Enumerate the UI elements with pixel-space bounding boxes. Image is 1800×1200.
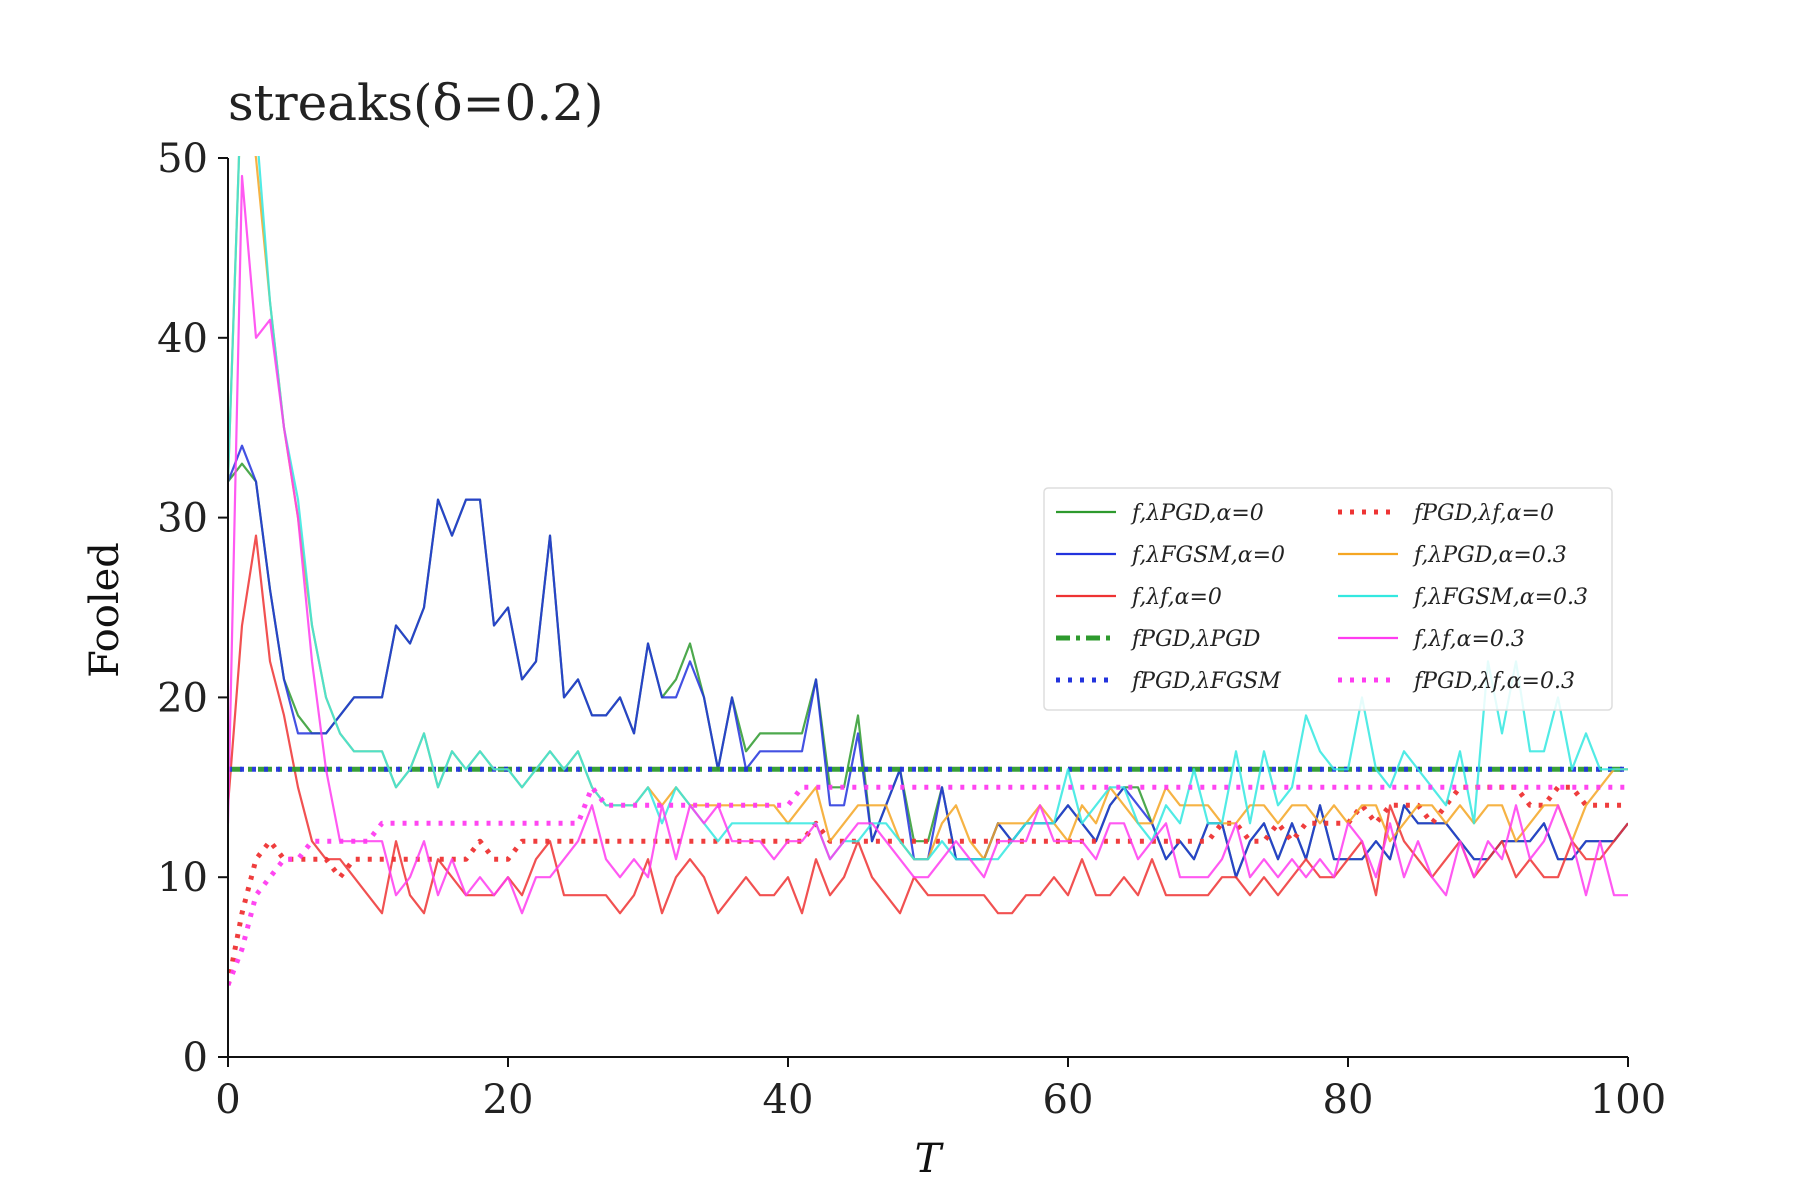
x-tick-label-80: 80 (1323, 1077, 1374, 1123)
y-tick-label-40: 40 (157, 316, 208, 362)
x-axis-label: T (915, 1136, 945, 1182)
axes-layer (227, 158, 1628, 1058)
series-9-fpgd-f-0-3-legend-label: fPGD,λf,α=0.3 (1412, 669, 1575, 694)
x-tick-label-20: 20 (483, 1077, 534, 1123)
series-0-f-pgd-0-legend-label: f,λPGD,α=0 (1130, 501, 1264, 526)
series-7-f-fgsm-0-3-legend-label: f,λFGSM,α=0.3 (1412, 585, 1588, 610)
series-1-f-fgsm-0-legend-label: f,λFGSM,α=0 (1130, 543, 1285, 568)
series-2-f-f-0-legend-label: f,λf,α=0 (1130, 585, 1222, 610)
series-5-fpgd-f-0-legend-label: fPGD,λf,α=0 (1412, 501, 1554, 526)
series-6-f-pgd-0-3-legend-label: f,λPGD,α=0.3 (1412, 543, 1567, 568)
series-6-f-pgd-0-3-line (228, 156, 1628, 861)
y-tick-label-20: 20 (157, 675, 208, 721)
legend: f,λPGD,α=0 f,λFGSM,α=0 f,λf,α=0 fPGD,λPGD fP… (1043, 487, 1613, 711)
series-7-f-fgsm-0-3-line (228, 156, 1628, 861)
series-layer (228, 156, 1628, 987)
chart-title: streaks(δ=0.2) (228, 74, 604, 132)
x-tick-label-40: 40 (763, 1077, 814, 1123)
series-3-fpgd-pgd-legend-label: fPGD,λPGD (1130, 627, 1261, 652)
x-tick-label-100: 100 (1590, 1077, 1666, 1123)
x-tick-label-60: 60 (1043, 1077, 1094, 1123)
series-8-f-f-0-3-line (228, 174, 1628, 915)
y-tick-label-50: 50 (157, 136, 208, 182)
y-tick-label-10: 10 (157, 855, 208, 901)
series-4-fpgd-fgsm-legend-label: fPGD,λFGSM (1130, 669, 1281, 694)
series-2-f-f-0-line (228, 534, 1628, 915)
series-8-f-f-0-3-legend-label: f,λf,α=0.3 (1412, 627, 1525, 652)
y-axis-label: Fooled (82, 542, 128, 678)
series-9-fpgd-f-0-3-line (228, 784, 1628, 987)
series-5-fpgd-f-0-line (228, 784, 1628, 986)
legend-frame (1043, 487, 1613, 711)
ticks-layer: 0 20 40 60 80 100 0 10 20 30 40 50 (157, 136, 1666, 1123)
y-tick-label-0: 0 (183, 1035, 208, 1081)
x-tick-label-0: 0 (215, 1077, 240, 1123)
y-tick-label-30: 30 (157, 496, 208, 542)
